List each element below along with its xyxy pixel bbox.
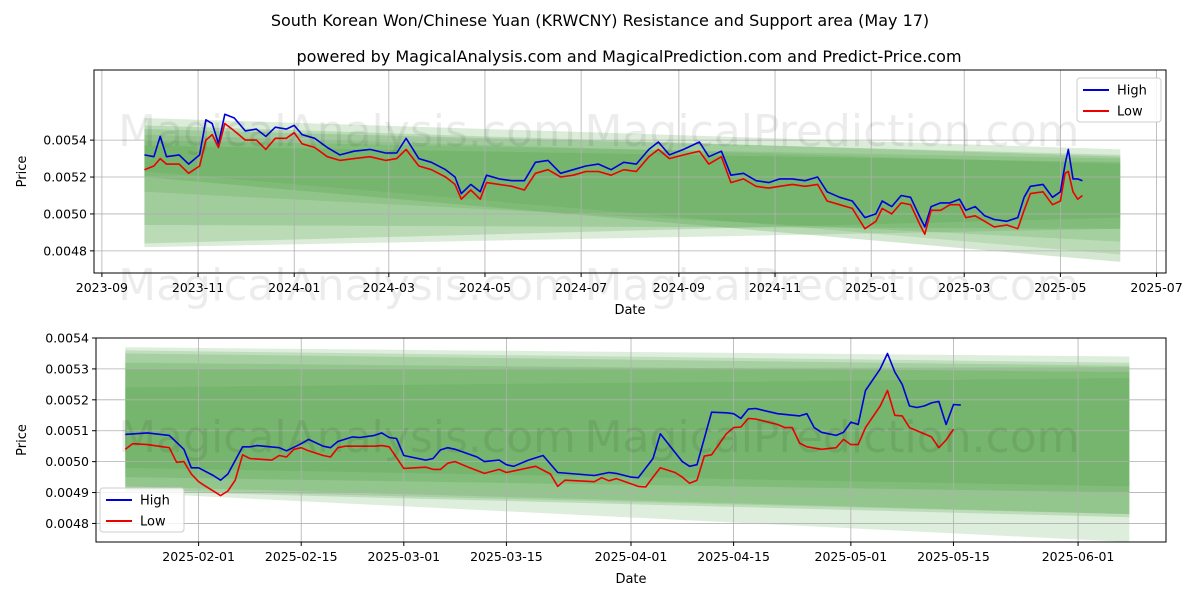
y-tick-label: 0.0052 bbox=[45, 392, 89, 407]
series-line-low bbox=[144, 122, 1083, 235]
y-tick-label: 0.0054 bbox=[43, 133, 87, 148]
x-tick-label: 2024-05 bbox=[459, 280, 511, 295]
legend-label-low: Low bbox=[140, 515, 166, 530]
legend: High Low bbox=[99, 487, 185, 533]
x-tick-label: 2025-03-15 bbox=[470, 549, 543, 564]
x-tick-label: 2025-02-15 bbox=[265, 549, 338, 564]
series-line-high bbox=[144, 113, 1083, 228]
x-tick-label: 2025-02-01 bbox=[162, 549, 235, 564]
watermark-text: MagicalAnalysis.com bbox=[118, 412, 576, 463]
x-tick-label: 2024-03 bbox=[363, 280, 415, 295]
y-tick-label: 0.0048 bbox=[45, 516, 89, 531]
y-axis-label: Price bbox=[15, 156, 30, 188]
x-tick-label: 2025-05-01 bbox=[815, 549, 888, 564]
y-tick-label: 0.0053 bbox=[45, 361, 89, 376]
x-axis-label: Date bbox=[614, 303, 645, 318]
legend-label-high: High bbox=[1117, 84, 1147, 99]
x-tick-label: 2024-07 bbox=[555, 280, 607, 295]
x-tick-label: 2024-11 bbox=[749, 280, 801, 295]
x-tick-label: 2025-04-01 bbox=[595, 549, 668, 564]
watermark-text: MagicalPrediction.com bbox=[585, 260, 1080, 311]
chart-subtitle: powered by MagicalAnalysis.com and Magic… bbox=[296, 47, 961, 66]
y-tick-label: 0.0049 bbox=[45, 485, 89, 500]
y-tick-label: 0.0054 bbox=[45, 331, 89, 346]
legend: High Low bbox=[1076, 77, 1162, 123]
x-tick-label: 2025-05 bbox=[1034, 280, 1086, 295]
support-resistance-band bbox=[125, 347, 1130, 542]
x-tick-label: 2025-03-01 bbox=[367, 549, 440, 564]
watermark-text: MagicalPrediction.com bbox=[585, 106, 1080, 157]
x-tick-label: 2025-06-01 bbox=[1042, 549, 1115, 564]
y-tick-label: 0.0051 bbox=[45, 423, 89, 438]
x-tick-label: 2025-04-15 bbox=[697, 549, 770, 564]
x-tick-label: 2025-07 bbox=[1130, 280, 1182, 295]
chart-title: South Korean Won/Chinese Yuan (KRWCNY) R… bbox=[271, 11, 929, 30]
legend-label-high: High bbox=[140, 494, 170, 509]
zoom-chart-panel: MagicalAnalysis.com MagicalPrediction.com… bbox=[15, 331, 1167, 587]
support-resistance-band bbox=[125, 362, 1130, 487]
x-tick-label: 2024-01 bbox=[268, 280, 320, 295]
x-tick-label: 2025-01 bbox=[845, 280, 897, 295]
x-tick-label: 2023-11 bbox=[172, 280, 224, 295]
y-tick-label: 0.0048 bbox=[43, 243, 87, 258]
plot-area bbox=[96, 338, 1166, 542]
x-axis-label: Date bbox=[615, 572, 646, 587]
legend-label-low: Low bbox=[1117, 105, 1143, 120]
watermark-text: MagicalAnalysis.com bbox=[118, 260, 576, 311]
support-resistance-band bbox=[125, 353, 1130, 518]
support-resistance-band bbox=[125, 350, 1130, 515]
support-resistance-band bbox=[125, 378, 1130, 515]
main-chart-panel: MagicalAnalysis.com MagicalPrediction.com… bbox=[15, 69, 1183, 318]
x-tick-label: 2025-03 bbox=[938, 280, 990, 295]
plot-area bbox=[94, 70, 1166, 273]
watermark-text: MagicalPrediction.com bbox=[585, 412, 1080, 463]
y-tick-label: 0.0052 bbox=[43, 170, 87, 185]
series-line-low bbox=[124, 389, 955, 497]
x-tick-label: 2025-05-15 bbox=[917, 549, 990, 564]
series-line-high bbox=[125, 352, 961, 481]
y-tick-label: 0.0050 bbox=[43, 206, 87, 221]
plot-frame bbox=[93, 69, 1167, 274]
y-tick-label: 0.0050 bbox=[45, 454, 89, 469]
y-axis-label: Price bbox=[15, 424, 30, 456]
watermark-text: MagicalAnalysis.com bbox=[118, 106, 576, 157]
x-tick-label: 2023-09 bbox=[76, 280, 128, 295]
x-tick-label: 2024-09 bbox=[653, 280, 705, 295]
